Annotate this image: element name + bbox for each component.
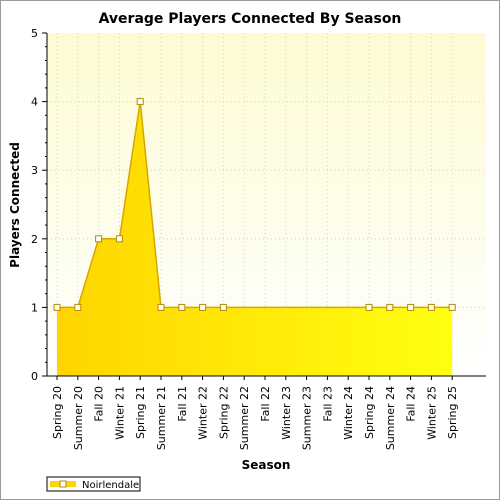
data-point bbox=[136, 98, 144, 106]
data-point bbox=[178, 303, 186, 311]
data-point bbox=[74, 303, 82, 311]
x-tick-label: Winter 22 bbox=[197, 386, 210, 440]
x-tick-label: Fall 20 bbox=[93, 386, 106, 422]
x-tick-label: Summer 22 bbox=[238, 386, 251, 450]
x-axis-title: Season bbox=[242, 458, 291, 472]
x-tick-label: Spring 20 bbox=[51, 386, 64, 439]
x-tick-label: Summer 23 bbox=[301, 386, 314, 450]
y-tick-label: 1 bbox=[31, 301, 38, 314]
data-point bbox=[407, 303, 415, 311]
data-point bbox=[219, 303, 227, 311]
data-point bbox=[53, 303, 61, 311]
x-tick-label: Spring 21 bbox=[134, 386, 147, 439]
x-tick-label: Winter 21 bbox=[113, 386, 126, 440]
x-tick-label: Winter 25 bbox=[425, 386, 438, 440]
x-tick-label: Fall 24 bbox=[405, 386, 418, 422]
x-tick-label: Fall 22 bbox=[259, 386, 272, 422]
x-tick-label: Spring 24 bbox=[363, 386, 376, 439]
y-tick-label: 4 bbox=[31, 96, 38, 109]
x-tick-label: Fall 23 bbox=[321, 386, 334, 422]
x-tick-label: Summer 20 bbox=[72, 386, 85, 450]
data-point bbox=[427, 303, 435, 311]
data-point bbox=[115, 235, 123, 243]
y-tick-label: 0 bbox=[31, 370, 38, 383]
data-point bbox=[157, 303, 165, 311]
y-tick-labels: 0 1 2 3 4 5 bbox=[31, 27, 38, 383]
x-tick-label: Winter 23 bbox=[280, 386, 293, 440]
legend-label: Noirlendale bbox=[82, 480, 139, 491]
x-tick-label: Spring 25 bbox=[446, 386, 459, 439]
x-tick-label: Winter 24 bbox=[342, 386, 355, 440]
data-point bbox=[448, 303, 456, 311]
legend-marker bbox=[59, 480, 67, 488]
x-tick-label: Summer 21 bbox=[155, 386, 168, 450]
x-tick-labels: Spring 20 Summer 20 Fall 20 Winter 21 Spring… bbox=[51, 386, 459, 450]
legend: Noirlendale bbox=[46, 476, 141, 492]
y-tick-label: 3 bbox=[31, 164, 38, 177]
data-point bbox=[386, 303, 394, 311]
data-point bbox=[95, 235, 103, 243]
y-tick-label: 5 bbox=[31, 27, 38, 40]
legend-box bbox=[46, 476, 141, 492]
x-tick-label: Fall 21 bbox=[176, 386, 189, 422]
x-tick-label: Summer 24 bbox=[384, 386, 397, 450]
chart-title: Average Players Connected By Season bbox=[99, 11, 402, 27]
axes bbox=[42, 32, 486, 380]
series-markers bbox=[53, 98, 456, 311]
data-point bbox=[365, 303, 373, 311]
x-tick-label: Spring 22 bbox=[217, 386, 230, 439]
y-axis-title: Players Connected bbox=[8, 142, 22, 268]
data-point bbox=[199, 303, 207, 311]
y-tick-label: 2 bbox=[31, 233, 38, 246]
